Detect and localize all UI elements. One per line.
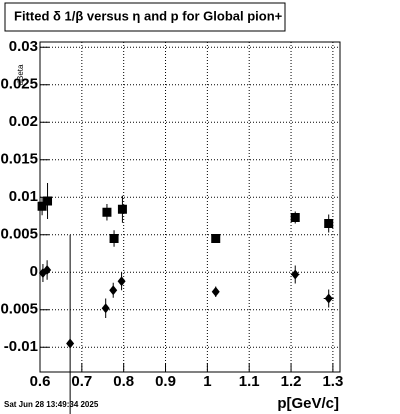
x-tick-label: 0.7: [71, 373, 92, 390]
x-tick-label: 1: [203, 373, 211, 390]
chart-title: Fitted δ 1/β versus η and p for Global p…: [14, 8, 283, 23]
point: [291, 269, 300, 280]
y-tick-label: -0.01: [4, 338, 38, 355]
x-axis-label: p[GeV/c]: [277, 395, 339, 412]
point: [211, 286, 220, 297]
x-tick-label: 1.2: [281, 373, 302, 390]
point: [117, 276, 126, 287]
point: [211, 234, 221, 243]
point: [37, 201, 47, 211]
y-tick-label: 0.015: [0, 151, 38, 168]
x-tick-label: 0.6: [30, 373, 51, 390]
point: [324, 219, 334, 228]
y-axis-label: dBeta: [16, 64, 25, 85]
point: [43, 265, 52, 275]
point: [101, 303, 110, 314]
point: [290, 213, 300, 222]
x-tick-label: 0.9: [155, 373, 176, 390]
point: [102, 207, 112, 217]
point: [117, 204, 127, 214]
y-tick-label: 0.03: [9, 38, 38, 55]
title-box: [4, 2, 286, 32]
y-tick-label: 0.02: [9, 113, 38, 130]
x-tick-label: 1.1: [239, 373, 260, 390]
x-tick-label: 0.8: [113, 373, 134, 390]
point: [109, 285, 118, 296]
point: [66, 338, 75, 349]
point: [43, 196, 53, 206]
y-tick-label: -0.005: [0, 301, 38, 318]
y-tick-label: 0.025: [0, 76, 38, 93]
footer-date: Sat Jun 28 13:49:34 2025: [4, 400, 99, 409]
y-tick-label: 0.005: [0, 226, 38, 243]
x-tick-label: 1.3: [322, 373, 343, 390]
y-tick-label: 0.01: [9, 188, 38, 205]
point: [324, 293, 333, 304]
y-tick-label: 0: [30, 263, 38, 280]
point: [109, 234, 119, 243]
